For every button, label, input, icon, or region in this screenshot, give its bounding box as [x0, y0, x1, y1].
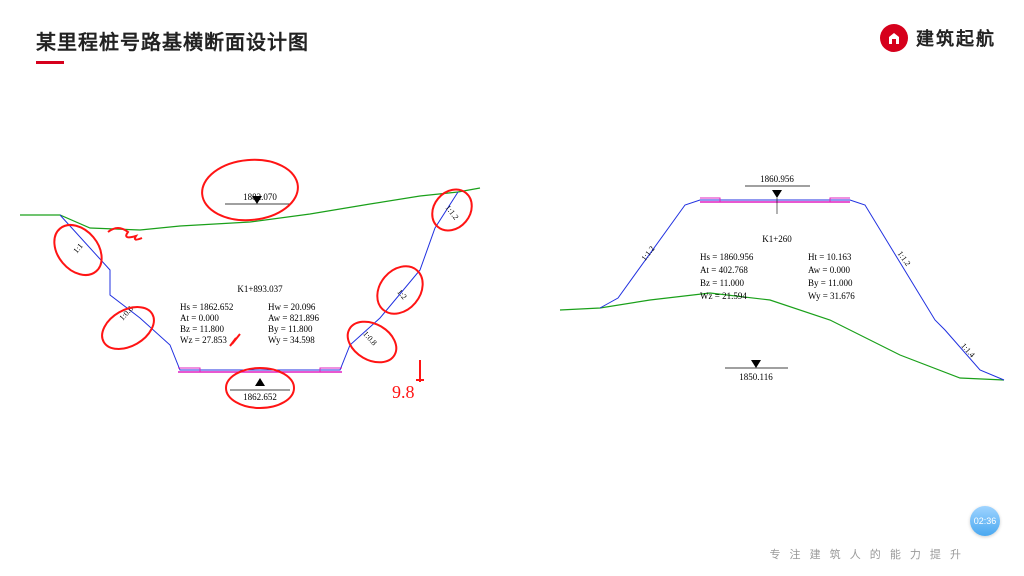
svg-text:By = 11.800: By = 11.800 — [268, 324, 313, 334]
svg-text:Ht = 10.163: Ht = 10.163 — [808, 252, 852, 262]
footer-text: 专 注 建 筑 人 的 能 力 提 升 — [769, 546, 964, 562]
svg-text:Aw = 0.000: Aw = 0.000 — [808, 265, 850, 275]
svg-text:K1+260: K1+260 — [762, 234, 792, 244]
svg-text:9.8: 9.8 — [392, 382, 415, 402]
svg-text:Hs = 1862.652: Hs = 1862.652 — [180, 302, 233, 312]
svg-text:1:1.2: 1:1.2 — [639, 244, 656, 262]
svg-text:Wy = 34.598: Wy = 34.598 — [268, 335, 315, 345]
svg-text:Hw = 20.096: Hw = 20.096 — [268, 302, 316, 312]
svg-text:1882.070: 1882.070 — [243, 192, 277, 202]
svg-text:By = 11.000: By = 11.000 — [808, 278, 853, 288]
svg-text:Wz = 21.594: Wz = 21.594 — [700, 291, 747, 301]
svg-text:Bz = 11.000: Bz = 11.000 — [700, 278, 744, 288]
svg-text:Wy = 31.676: Wy = 31.676 — [808, 291, 855, 301]
svg-text:1:1.2: 1:1.2 — [443, 203, 460, 221]
svg-text:At = 0.000: At = 0.000 — [180, 313, 219, 323]
svg-text:1:0.8: 1:0.8 — [361, 329, 379, 347]
timer-badge: 02:36 — [970, 506, 1000, 536]
svg-text:1:1.4: 1:1.4 — [959, 341, 977, 359]
svg-text:Aw = 821.896: Aw = 821.896 — [268, 313, 319, 323]
svg-text:Bz = 11.800: Bz = 11.800 — [180, 324, 224, 334]
svg-text:Hs = 1860.956: Hs = 1860.956 — [700, 252, 754, 262]
svg-text:At = 402.768: At = 402.768 — [700, 265, 748, 275]
diagram-canvas: 1882.0701862.652K1+893.037Hs = 1862.652A… — [0, 0, 1024, 576]
svg-text:1850.116: 1850.116 — [739, 372, 773, 382]
svg-text:1:2: 1:2 — [395, 288, 408, 302]
svg-text:Wz = 27.853: Wz = 27.853 — [180, 335, 227, 345]
svg-text:1862.652: 1862.652 — [243, 392, 277, 402]
svg-text:1:1: 1:1 — [71, 242, 84, 256]
svg-text:K1+893.037: K1+893.037 — [237, 284, 283, 294]
svg-text:1860.956: 1860.956 — [760, 174, 794, 184]
timer-text: 02:36 — [974, 516, 997, 526]
